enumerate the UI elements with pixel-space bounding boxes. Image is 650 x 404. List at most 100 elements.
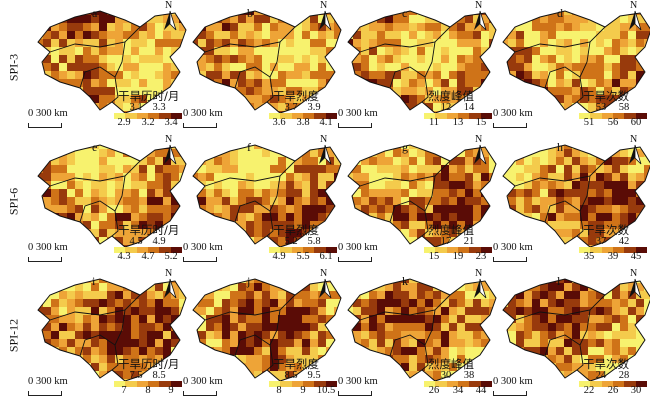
map-cell [433,291,442,300]
map-cell [417,299,426,308]
map-cell [604,291,613,300]
map-cell [193,31,199,40]
map-cell [516,165,525,174]
map-cell [361,165,370,174]
map-cell [644,189,650,198]
map-cell [131,363,140,372]
legend-tick: 9 [168,385,174,396]
map-cell [91,307,100,316]
colorbar-swatch [469,113,481,119]
map-cell [59,63,68,72]
map-cell [262,307,271,316]
colorbar-swatch [125,381,137,387]
map-cell [222,283,231,292]
map-cell [628,95,637,104]
map-cell [596,347,605,356]
map-cell [417,79,426,88]
map-cell [131,63,140,72]
map-cell [433,47,442,56]
map-cell [457,315,466,324]
map-cell [75,39,84,48]
map-cell [238,237,247,246]
map-cell [67,165,76,174]
map-cell [503,307,509,316]
map-cell [433,331,442,340]
map-cell [83,347,92,356]
map-cell [302,39,311,48]
map-cell [139,173,148,182]
map-cell [139,299,148,308]
map-cell [83,339,92,348]
map-cell [59,197,68,206]
map-cell [572,323,581,332]
colorbar-swatch [269,247,281,253]
row-label: SPI-3 [6,53,21,82]
map-cell [644,371,650,380]
basin-boundary [389,66,426,89]
map-cell [246,291,255,300]
map-cell [163,347,172,356]
map-cell [564,291,573,300]
map-cell [326,331,335,340]
map-cell [457,197,466,206]
map-cell [59,55,68,64]
map-cell [107,307,116,316]
map-cell [596,157,605,166]
map-cell [222,111,231,113]
map-cell [278,315,287,324]
map-cell [548,291,557,300]
map-cell [516,331,525,340]
map-cell [139,229,148,238]
map-cell [75,315,84,324]
map-cell [198,355,207,364]
map-cell [433,229,442,238]
map-cell [83,213,92,222]
map-cell [532,221,541,230]
scale-label: 0 300 km [183,108,223,119]
map-cell [644,331,650,340]
map-cell [278,355,287,364]
map-cell [348,315,354,324]
map-cell [171,307,180,316]
map-cell [59,39,68,48]
map-cell [99,221,108,230]
map-cell [38,315,44,324]
map-cell [51,205,60,214]
map-cell [222,331,231,340]
map-cell [294,55,303,64]
map-cell [628,189,637,198]
map-cell [278,307,287,316]
map-cell [540,181,549,190]
map-cell [107,157,116,166]
map-cell [556,47,565,56]
map-cell [425,339,434,348]
map-cell [465,79,474,88]
map-cell [572,87,581,96]
map-cell [163,55,172,64]
map-cell [131,145,140,150]
map-cell [465,149,474,158]
map-cell [198,87,207,96]
map-cell [433,299,442,308]
map-cell [318,181,327,190]
map-cell [348,355,354,364]
map-cell [91,339,100,348]
map-cell [596,315,605,324]
map-cell [503,221,509,230]
map-cell [230,229,239,238]
map-cell [123,181,132,190]
colorbar-swatch [325,247,337,253]
map-cell [353,213,362,222]
map-cell [310,55,319,64]
map-cell [532,347,541,356]
map-cell [636,103,645,112]
map-cell [409,197,418,206]
map-cell [441,71,450,80]
map-cell [198,55,207,64]
map-cell [508,47,517,56]
map-cell [75,237,84,246]
map-cell [131,315,140,324]
colorbar-swatch [170,247,182,253]
map-cell [465,299,474,308]
map-cell [254,79,263,88]
